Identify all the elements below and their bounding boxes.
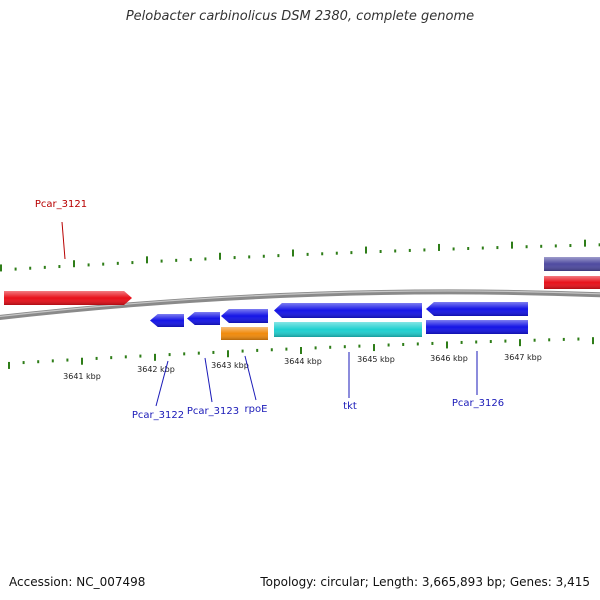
inner-tick-marks [8,337,594,369]
gene-arrow-shading [544,276,600,289]
scale-label: 3643 kbp [211,361,249,370]
gene-arrow-shading [274,303,422,318]
gene-arrow-shading [4,291,132,305]
genome-backbone-highlight [0,290,600,318]
gene-arrow-shading [221,327,268,340]
scale-label: 3644 kbp [284,357,322,366]
gene-arrow-shading [274,322,422,337]
gene-arrow-shading [150,314,184,327]
leader-line [244,355,257,401]
gene-label[interactable]: Pcar_3122 [132,410,184,421]
gene-label[interactable]: rpoE [245,404,268,415]
genome-summary-text: Topology: circular; Length: 3,665,893 bp… [260,575,590,589]
genome-backbone [0,289,600,320]
gene-label[interactable]: Pcar_3123 [187,406,239,417]
gene-labels: Pcar_3121 Pcar_3122 Pcar_3123 rpoE tkt Pcar_3… [35,199,504,421]
scale-label: 3645 kbp [357,355,395,364]
gene-arrow-shading [544,257,600,271]
scale-labels: 3641 kbp 3642 kbp 3643 kbp 3644 kbp 3645 kbp… [63,353,542,381]
gene-label[interactable]: Pcar_3126 [452,398,504,409]
gene-arrow-shading [221,309,268,323]
gene-arrow-shading [426,302,528,316]
gene-label[interactable]: tkt [343,401,357,412]
gene-label[interactable]: Pcar_3121 [35,199,87,210]
leader-line [204,357,213,403]
leader-line [155,360,169,407]
gene-arrow-shading [187,312,220,325]
gene-features [4,257,600,340]
outer-tick-marks [0,239,600,272]
scale-label: 3641 kbp [63,372,101,381]
label-leader-lines [61,221,478,407]
scale-label: 3647 kbp [504,353,542,362]
accession-text: Accession: NC_007498 [9,575,146,589]
leader-line [61,221,66,260]
map-title: Pelobacter carbinolicus DSM 2380, comple… [125,9,475,24]
scale-label: 3646 kbp [430,354,468,363]
scale-label: 3642 kbp [137,365,175,374]
gene-arrow-shading [426,320,528,334]
